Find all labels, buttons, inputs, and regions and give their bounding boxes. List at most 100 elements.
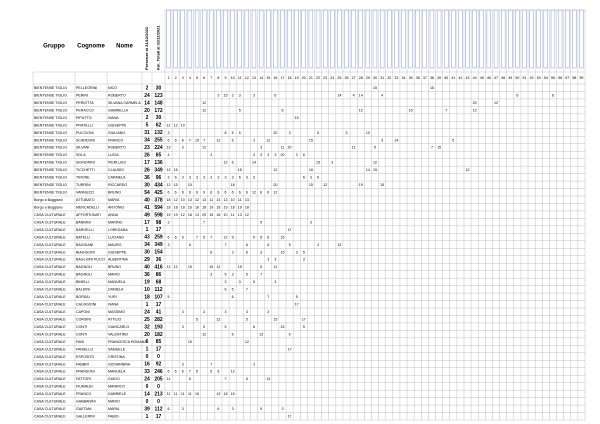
cell-value: 6	[196, 370, 198, 374]
cell-value: 7	[196, 235, 198, 239]
event-header	[451, 9, 456, 69]
cell-value: 3	[260, 146, 262, 150]
cell-value: 5	[203, 235, 205, 239]
event-header	[266, 9, 271, 69]
group: CASA CULTURALE	[34, 250, 66, 254]
cell-value: 6	[168, 235, 170, 239]
name: CARMELA	[108, 176, 126, 180]
event-header	[536, 9, 541, 69]
cell-value: 12	[373, 161, 377, 165]
cell-value: 12	[359, 108, 363, 112]
cell-value: 3	[225, 310, 227, 314]
km: 96	[156, 175, 162, 181]
cell-value: 3	[168, 176, 170, 180]
cell-value: 5	[232, 288, 234, 292]
cell-value: 3	[182, 310, 184, 314]
group: CASA CULTURALE	[34, 377, 66, 381]
cell-value: 6	[217, 407, 219, 411]
cell-value: 17	[288, 228, 292, 232]
event-header	[436, 9, 442, 69]
km: 98	[156, 220, 162, 226]
header-surname: Cognome	[77, 44, 105, 50]
km: 41	[156, 309, 162, 315]
event-header	[173, 9, 178, 69]
name: PIERLUIGI	[108, 161, 126, 165]
surname: BATELLI	[76, 235, 90, 239]
cell-value: 3	[317, 243, 319, 247]
cell-value: 3	[381, 138, 383, 142]
cell-value: 10	[231, 198, 235, 202]
event-header	[557, 9, 563, 69]
cell-value: 5	[232, 332, 234, 336]
cell-value: 3	[296, 250, 298, 254]
cell-value: 11	[174, 392, 178, 396]
cell-value: 5	[289, 243, 291, 247]
event-header	[408, 9, 413, 69]
cell-value: 14	[394, 138, 398, 142]
event-header	[365, 9, 370, 69]
surname: FANI	[76, 340, 84, 344]
km: 224	[154, 145, 163, 151]
surname: PELLEGRINI	[76, 86, 97, 90]
cell-value: 3	[346, 131, 348, 135]
cell-value: 6	[246, 377, 248, 381]
group: CASA CULTURALE	[34, 325, 66, 329]
cell-value: 3	[225, 280, 227, 284]
column-number: 40	[444, 76, 448, 80]
group: BIENTENSE TIGLIO	[34, 108, 67, 112]
cell-value: 3	[253, 138, 255, 142]
cell-value: 20	[288, 146, 292, 150]
cell-value: 12	[167, 265, 171, 269]
column-number: 22	[316, 76, 320, 80]
cell-value: 6	[516, 93, 518, 97]
cell-value: 20	[202, 213, 206, 217]
column-number: 27	[352, 76, 356, 80]
cell-value: 19	[359, 183, 363, 187]
name: GIUSEPPE	[108, 123, 127, 127]
cell-value: 12	[466, 168, 470, 172]
name: VALENTINO	[108, 332, 128, 336]
cell-value: 3	[253, 362, 255, 366]
cell-value: 6	[168, 191, 170, 195]
cell-value: 11	[273, 265, 277, 269]
cell-value: 3	[274, 153, 276, 157]
group: BIENTENSE TIGLIO	[34, 168, 67, 172]
presences: 39	[144, 406, 150, 412]
cell-value: 5	[225, 273, 227, 277]
cell-value: 3	[260, 153, 262, 157]
cell-value: 3	[296, 153, 298, 157]
cell-value: 6	[225, 288, 227, 292]
cell-value: 15	[273, 317, 277, 321]
cell-value: 5	[196, 317, 198, 321]
cell-value: 7	[210, 235, 212, 239]
group: CASA CULTURALE	[34, 288, 66, 292]
cell-value: 11	[167, 377, 171, 381]
cell-value: 15	[280, 325, 284, 329]
cell-value: 12	[174, 265, 178, 269]
event-header	[415, 9, 420, 69]
surname: VANNUZZI	[76, 191, 94, 195]
cell-value: 6	[232, 191, 234, 195]
group: CASA CULTURALE	[34, 273, 66, 277]
column-number: 28	[359, 76, 363, 80]
name: MARIO	[108, 400, 120, 404]
cell-value: 7	[189, 138, 191, 142]
presences: 24	[144, 93, 150, 99]
cell-value: 6	[246, 243, 248, 247]
cell-value: 3	[253, 153, 255, 157]
cell-value: 6	[175, 235, 177, 239]
cell-value: 12	[252, 191, 256, 195]
cell-value: 7	[225, 243, 227, 247]
cell-value: 15	[174, 168, 178, 172]
cell-value: 5	[253, 235, 255, 239]
km: 154	[154, 250, 163, 256]
name: YURI	[108, 295, 117, 299]
km: 36	[156, 257, 162, 263]
cell-value: 6	[175, 370, 177, 374]
name: SAMUELE	[108, 347, 126, 351]
cell-value: 17	[295, 303, 299, 307]
cell-value: 7	[431, 146, 433, 150]
name: LOREDANA	[108, 228, 128, 232]
surname: MERCADELLI	[76, 205, 99, 209]
cell-value: 5	[182, 235, 184, 239]
